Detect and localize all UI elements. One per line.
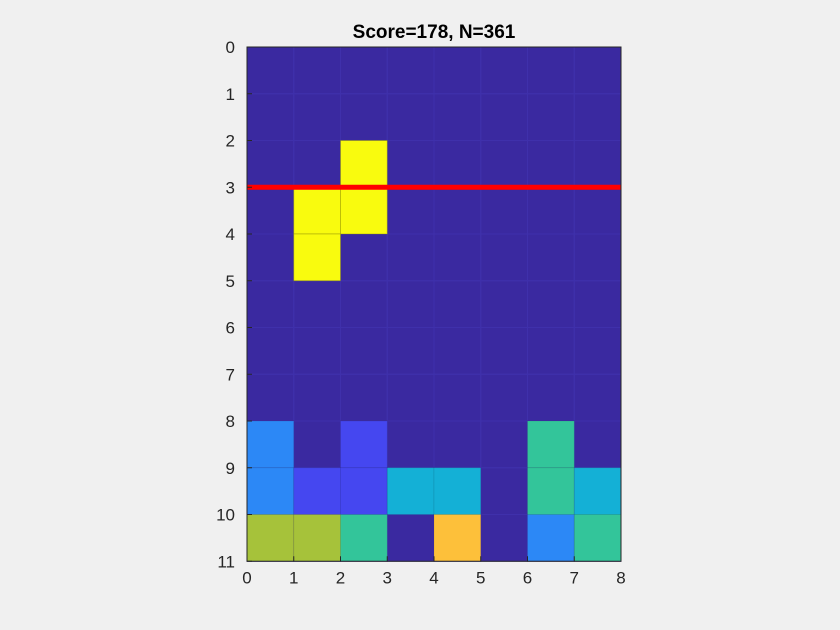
y-tick-label: 1 — [226, 85, 235, 104]
locked-block — [527, 467, 575, 515]
x-tick-label: 6 — [523, 568, 532, 587]
locked-block — [246, 514, 295, 562]
board-area — [246, 46, 622, 562]
locked-block — [293, 467, 341, 515]
x-tick-label: 2 — [336, 568, 345, 587]
y-tick-label: 3 — [226, 178, 235, 197]
x-tick-label: 7 — [570, 568, 579, 587]
locked-block — [246, 420, 295, 469]
y-tick-label: 9 — [226, 459, 235, 478]
y-axis-ticks: 0 1 2 3 4 5 6 7 8 9 10 11 — [216, 38, 252, 571]
y-tick-label: 11 — [217, 552, 235, 571]
x-tick-label: 3 — [383, 568, 392, 587]
x-axis-ticks: 0 1 2 3 4 5 6 7 8 — [242, 556, 626, 587]
x-tick-label: 8 — [616, 568, 625, 587]
locked-block — [433, 467, 482, 515]
plot-title: Score=178, N=361 — [353, 22, 516, 43]
locked-block — [246, 467, 295, 515]
y-tick-label: 7 — [226, 365, 235, 384]
x-tick-label: 5 — [476, 568, 485, 587]
y-tick-label: 4 — [226, 225, 235, 244]
locked-block — [340, 467, 388, 515]
x-tick-label: 1 — [289, 568, 298, 587]
y-tick-label: 6 — [226, 319, 235, 338]
locked-block — [433, 514, 482, 562]
falling-piece-block — [340, 140, 388, 188]
locked-block — [386, 467, 435, 515]
falling-piece-block — [340, 186, 388, 235]
locked-block — [527, 514, 575, 562]
y-tick-label: 8 — [226, 412, 235, 431]
locked-block — [573, 467, 622, 515]
locked-block — [293, 514, 341, 562]
locked-block — [573, 514, 622, 562]
y-tick-label: 2 — [226, 132, 235, 151]
falling-piece-block — [293, 233, 341, 282]
y-tick-label: 0 — [226, 38, 235, 57]
locked-block — [340, 420, 388, 469]
locked-block — [340, 514, 388, 562]
x-tick-label: 4 — [429, 568, 438, 587]
y-tick-label: 10 — [216, 506, 235, 525]
falling-piece-block — [293, 186, 341, 235]
y-tick-label: 5 — [226, 272, 235, 291]
locked-block — [527, 420, 575, 469]
x-tick-label: 0 — [242, 568, 251, 587]
